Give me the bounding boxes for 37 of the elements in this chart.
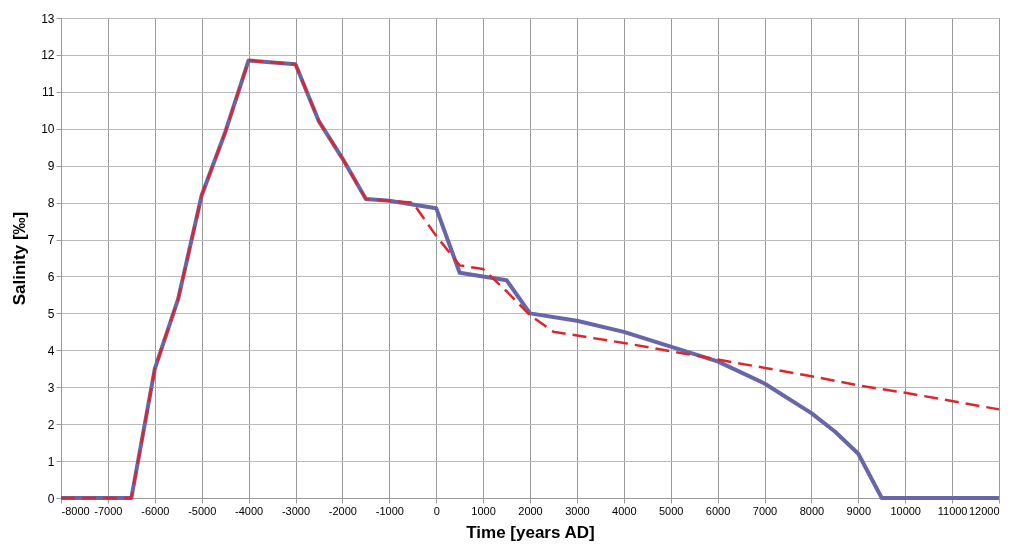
y-tick-label: 0 — [47, 491, 55, 506]
y-tick-label: 13 — [41, 11, 55, 26]
y-tick-label: 11 — [42, 85, 55, 100]
x-tick-label: -7000 — [94, 504, 123, 517]
x-tick-label: -2000 — [328, 504, 357, 517]
x-tick-label: 9000 — [846, 504, 872, 517]
y-tick-label: 2 — [47, 417, 55, 432]
y-tick-label: 1 — [47, 454, 55, 469]
x-tick-label: 2000 — [518, 504, 543, 517]
y-tick-label: 6 — [47, 269, 55, 284]
x-tick-label: 8000 — [799, 504, 825, 517]
x-tick-label: -8000 — [61, 504, 90, 517]
y-tick-label: 12 — [41, 48, 55, 63]
x-tick-label: -5000 — [188, 504, 217, 517]
x-tick-label: 1000 — [471, 504, 496, 517]
x-tick-label: 11000 — [937, 504, 968, 517]
x-tick-label: 4000 — [612, 504, 637, 517]
y-tick-label: 9 — [47, 159, 55, 174]
x-tick-label: 7000 — [752, 504, 778, 517]
y-tick-label: 5 — [47, 306, 55, 321]
x-tick-label: 5000 — [658, 504, 684, 517]
y-axis-title: Salinity [‰] — [10, 211, 30, 306]
x-tick-label: 12000 — [968, 504, 1000, 517]
x-tick-label: -6000 — [141, 504, 170, 517]
x-axis-title: Time [years AD] — [466, 522, 595, 542]
x-tick-label: 6000 — [705, 504, 731, 517]
x-tick-label: -1000 — [375, 504, 404, 517]
x-tick-label: -4000 — [235, 504, 264, 517]
x-tick-label: 0 — [433, 504, 440, 517]
y-tick-label: 8 — [47, 196, 55, 211]
y-tick-label: 10 — [41, 122, 55, 137]
x-tick-label: -3000 — [281, 504, 311, 517]
y-tick-label: 4 — [47, 343, 55, 358]
y-tick-label: 7 — [47, 233, 55, 248]
x-tick-label: 10000 — [890, 504, 921, 517]
y-tick-label: 3 — [47, 380, 55, 395]
x-tick-label: 3000 — [565, 504, 590, 517]
